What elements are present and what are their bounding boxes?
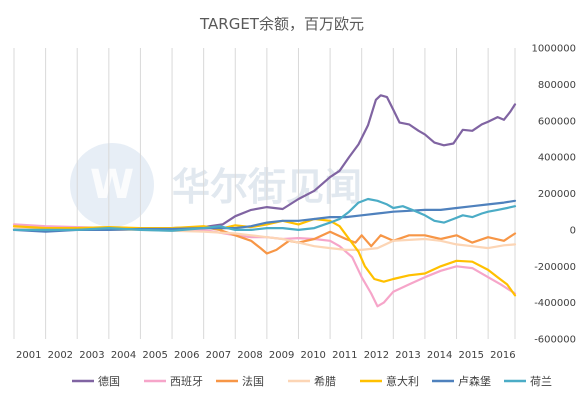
x-tick-label: 2015 <box>459 350 484 361</box>
y-tick-label: 400000 <box>538 153 576 164</box>
x-tick-label: 2005 <box>142 350 167 361</box>
x-tick-label: 2014 <box>427 350 452 361</box>
x-tick-label: 2012 <box>364 350 389 361</box>
y-axis-ticks: 1000000 800000 600000 400000 200000 0 -200000 -… <box>531 44 576 346</box>
legend: 德国 西班牙 法国 希腊 意大利 卢森堡 荷兰 <box>72 374 552 388</box>
x-axis-ticks: 2001 2002 2003 2004 2005 2006 2007 2008 2009 2010… <box>16 350 516 361</box>
x-tick-label: 2001 <box>16 350 41 361</box>
x-tick-label: 2008 <box>237 350 262 361</box>
y-tick-label: 0 <box>570 225 576 236</box>
x-tick-label: 2009 <box>269 350 294 361</box>
x-tick-label: 2002 <box>48 350 73 361</box>
x-tick-label: 2016 <box>490 350 515 361</box>
x-tick-label: 2007 <box>206 350 231 361</box>
y-tick-label: -400000 <box>534 298 576 309</box>
y-tick-label: 600000 <box>538 116 576 127</box>
chart-title: TARGET余额，百万欧元 <box>199 15 364 33</box>
watermark: W 华尔街见闻 <box>70 143 362 227</box>
y-tick-label: 1000000 <box>531 44 576 55</box>
series-layer <box>12 94 517 308</box>
y-tick-label: 200000 <box>538 189 576 200</box>
x-tick-label: 2010 <box>300 350 325 361</box>
legend-label-2: 法国 <box>242 374 264 388</box>
legend-label-6: 荷兰 <box>530 375 552 388</box>
x-tick-label: 2011 <box>332 350 357 361</box>
legend-label-1: 西班牙 <box>170 375 203 388</box>
x-tick-label: 2006 <box>174 350 199 361</box>
y-tick-label: -600000 <box>534 335 576 346</box>
watermark-logo <box>70 143 154 227</box>
x-tick-label: 2004 <box>111 350 136 361</box>
legend-label-0: 德国 <box>98 374 120 388</box>
y-tick-label: 800000 <box>538 80 576 91</box>
x-tick-label: 2013 <box>395 350 420 361</box>
x-tick-label: 2003 <box>79 350 104 361</box>
legend-label-3: 希腊 <box>314 374 336 388</box>
y-tick-label: -200000 <box>534 262 576 273</box>
legend-label-4: 意大利 <box>386 374 419 388</box>
series-line-6 <box>12 197 517 232</box>
watermark-logo-letter: W <box>90 162 134 208</box>
legend-label-5: 卢森堡 <box>458 374 491 388</box>
